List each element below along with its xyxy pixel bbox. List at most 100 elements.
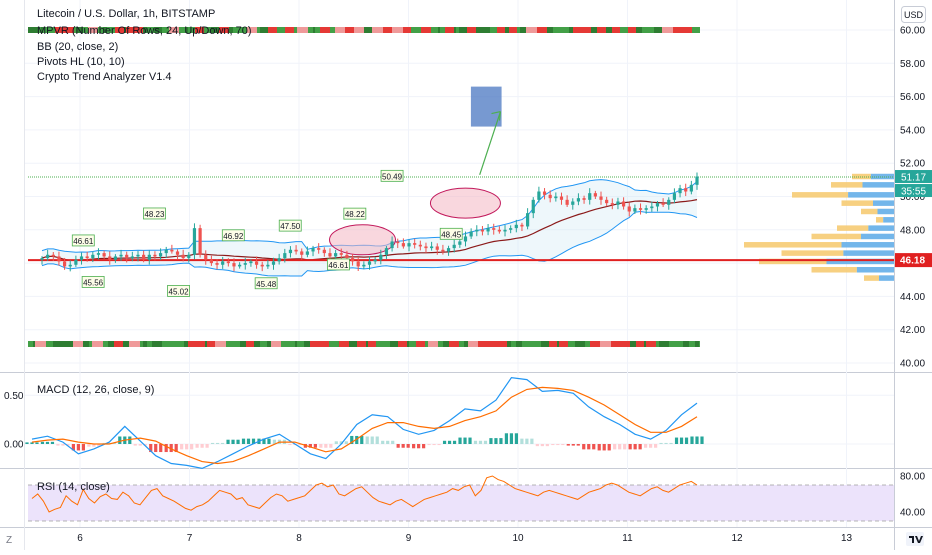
candle-body[interactable] <box>582 198 586 200</box>
candle-body[interactable] <box>441 249 445 252</box>
z-icon[interactable]: Z <box>6 535 12 546</box>
candle-body[interactable] <box>367 261 372 265</box>
candle-body[interactable] <box>294 249 298 252</box>
candle-body[interactable] <box>379 254 383 260</box>
candle-body[interactable] <box>226 261 230 264</box>
candle-body[interactable] <box>430 246 434 249</box>
candle-body[interactable] <box>627 206 631 212</box>
candle-body[interactable] <box>384 248 389 255</box>
currency-button[interactable] <box>901 6 926 23</box>
candle-body[interactable] <box>526 213 530 227</box>
candle-body[interactable] <box>249 261 253 264</box>
indicator-trend-analyzer[interactable]: Crypto Trend Analyzer V1.4 <box>37 71 172 83</box>
candle-body[interactable] <box>661 203 665 205</box>
candle-body[interactable] <box>102 253 106 257</box>
candle-body[interactable] <box>317 248 321 250</box>
candle-body[interactable] <box>260 264 264 267</box>
candle-body[interactable] <box>181 254 185 259</box>
candle-body[interactable] <box>605 199 609 204</box>
candle-body[interactable] <box>486 228 490 232</box>
candle-body[interactable] <box>153 254 157 257</box>
candle-body[interactable] <box>492 228 496 230</box>
candle-body[interactable] <box>215 263 219 265</box>
candlestick-series[interactable] <box>40 172 699 272</box>
candle-body[interactable] <box>113 256 118 260</box>
candle-body[interactable] <box>571 201 575 205</box>
candle-body[interactable] <box>136 254 140 257</box>
candle-body[interactable] <box>147 254 151 260</box>
rsi-line[interactable] <box>31 475 698 513</box>
candle-body[interactable] <box>62 261 67 267</box>
candle-body[interactable] <box>435 246 439 250</box>
symbol-title[interactable]: Litecoin / U.S. Dollar, 1h, BITSTAMP <box>37 8 215 20</box>
candle-body[interactable] <box>85 256 89 259</box>
candle-body[interactable] <box>593 193 597 197</box>
tradingview-logo-icon[interactable] <box>906 532 924 546</box>
candle-body[interactable] <box>300 251 304 255</box>
candle-body[interactable] <box>396 241 400 244</box>
candle-body[interactable] <box>288 249 293 254</box>
candle-body[interactable] <box>599 196 603 200</box>
indicator-bb[interactable]: BB (20, close, 2) <box>37 41 118 53</box>
candle-body[interactable] <box>170 249 174 252</box>
candle-body[interactable] <box>458 241 462 245</box>
macd-title[interactable]: MACD (12, 26, close, 9) <box>37 384 154 396</box>
candle-body[interactable] <box>418 244 422 247</box>
candle-body[interactable] <box>158 253 163 257</box>
candle-body[interactable] <box>413 243 417 245</box>
candle-body[interactable] <box>271 261 276 265</box>
candle-body[interactable] <box>96 253 101 255</box>
candle-body[interactable] <box>334 253 338 257</box>
candle-body[interactable] <box>503 229 507 232</box>
candle-body[interactable] <box>463 236 468 242</box>
candle-body[interactable] <box>514 224 518 229</box>
candle-body[interactable] <box>650 206 654 209</box>
candle-body[interactable] <box>362 264 366 267</box>
candle-body[interactable] <box>266 264 270 267</box>
candle-body[interactable] <box>565 199 569 205</box>
candle-body[interactable] <box>40 258 44 260</box>
candle-body[interactable] <box>559 196 564 200</box>
candle-body[interactable] <box>322 249 326 254</box>
candle-body[interactable] <box>480 229 485 232</box>
macd-signal-line[interactable] <box>31 386 698 465</box>
candle-body[interactable] <box>672 193 677 200</box>
candle-body[interactable] <box>576 198 581 202</box>
candle-body[interactable] <box>497 229 501 232</box>
candle-body[interactable] <box>446 248 451 252</box>
candle-body[interactable] <box>57 256 61 262</box>
candle-body[interactable] <box>277 258 281 262</box>
candle-body[interactable] <box>254 261 259 265</box>
candle-body[interactable] <box>509 228 513 230</box>
target-zone-box[interactable] <box>470 86 502 127</box>
candle-body[interactable] <box>221 261 225 265</box>
candle-body[interactable] <box>638 208 643 210</box>
candle-body[interactable] <box>689 184 693 192</box>
candle-body[interactable] <box>198 228 202 255</box>
candle-body[interactable] <box>175 251 180 255</box>
indicator-mpvr[interactable]: MPVR (Number Of Rows, 24, Up/Down, 70) <box>37 25 252 37</box>
candle-body[interactable] <box>356 261 360 267</box>
candle-body[interactable] <box>119 254 123 257</box>
candle-body[interactable] <box>616 201 620 205</box>
candle-body[interactable] <box>283 253 287 259</box>
candle-body[interactable] <box>633 208 637 212</box>
candle-body[interactable] <box>548 194 552 199</box>
rsi-pane[interactable] <box>28 475 894 522</box>
candle-body[interactable] <box>621 201 626 207</box>
candle-body[interactable] <box>520 224 524 227</box>
macd-pane[interactable] <box>25 377 704 470</box>
candle-body[interactable] <box>164 249 168 254</box>
candle-body[interactable] <box>554 196 558 199</box>
candle-body[interactable] <box>452 244 456 249</box>
candle-body[interactable] <box>46 254 50 259</box>
candle-body[interactable] <box>328 253 332 257</box>
candle-body[interactable] <box>204 254 208 260</box>
candle-body[interactable] <box>667 199 671 205</box>
candle-body[interactable] <box>407 243 411 247</box>
candle-body[interactable] <box>192 228 197 255</box>
candle-body[interactable] <box>51 254 55 257</box>
candle-body[interactable] <box>91 254 95 259</box>
